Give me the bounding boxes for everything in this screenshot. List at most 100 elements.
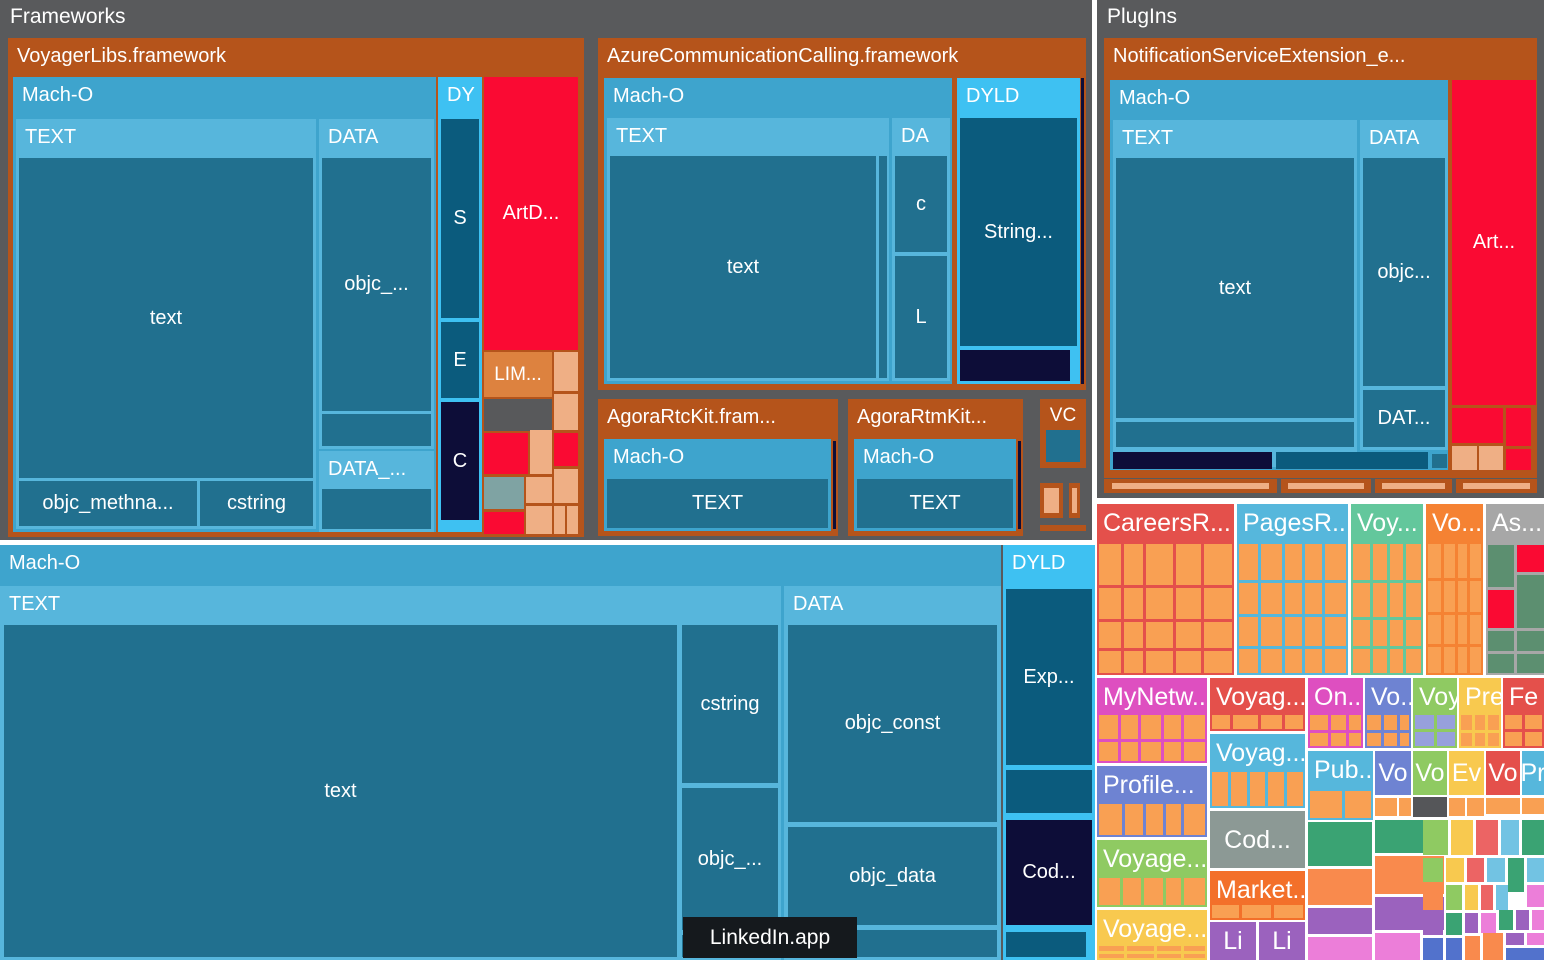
module-pre[interactable]: Pre <box>1459 678 1501 748</box>
module-voyag-blue-tile[interactable] <box>1230 772 1247 806</box>
module-li-2[interactable]: Li <box>1259 922 1305 960</box>
app-objc-data[interactable]: objc_data <box>788 827 997 925</box>
nse-art[interactable]: Art... <box>1452 80 1536 405</box>
cell[interactable] <box>1399 798 1411 816</box>
module-vo-2-tile[interactable] <box>1399 715 1409 731</box>
cell[interactable] <box>1423 885 1443 910</box>
voyagerlibs-text[interactable]: text <box>19 158 313 478</box>
cell[interactable] <box>1423 820 1448 855</box>
nse-dat[interactable]: DAT... <box>1363 390 1445 447</box>
module-mynetwork[interactable]: MyNetw... <box>1097 678 1207 763</box>
module-profile-tile[interactable] <box>1166 804 1182 835</box>
module-on-tile[interactable] <box>1331 733 1347 746</box>
cell[interactable] <box>1449 798 1465 816</box>
cell[interactable] <box>1527 933 1544 945</box>
cell[interactable] <box>1517 545 1544 572</box>
cell[interactable] <box>1488 631 1514 651</box>
module-on-tile[interactable] <box>1310 733 1328 746</box>
module-vo-1-tile[interactable] <box>1428 544 1442 578</box>
cell[interactable] <box>1517 631 1544 651</box>
module-fe-tile[interactable] <box>1505 732 1522 746</box>
cell[interactable] <box>1522 798 1544 814</box>
cell[interactable] <box>1308 908 1372 934</box>
cell[interactable] <box>1423 938 1443 960</box>
module-voyage-green-tile[interactable] <box>1099 878 1120 905</box>
module-voyage-yellow-tile[interactable] <box>1157 954 1181 958</box>
module-voy-2-tile[interactable] <box>1415 715 1434 729</box>
module-voyag-red-tile[interactable] <box>1212 715 1231 729</box>
cell[interactable] <box>1432 454 1447 468</box>
cell[interactable] <box>1488 654 1514 673</box>
module-pages-tile[interactable] <box>1305 544 1323 580</box>
cell[interactable] <box>1508 858 1524 892</box>
cell[interactable] <box>1527 885 1544 907</box>
module-voy-1-tile[interactable] <box>1353 544 1370 580</box>
module-pages-tile[interactable] <box>1284 583 1302 615</box>
cell[interactable] <box>1476 820 1498 855</box>
voyagerlibs-lim[interactable]: LIM... <box>484 352 552 397</box>
module-pages-tile[interactable] <box>1284 649 1302 673</box>
cell[interactable] <box>484 399 552 431</box>
module-voy-2[interactable]: Voy <box>1413 678 1457 748</box>
module-vo-2-tile[interactable] <box>1367 715 1382 731</box>
cell[interactable] <box>1501 820 1519 855</box>
cell[interactable] <box>1465 913 1478 933</box>
module-li-1[interactable]: Li <box>1210 922 1256 960</box>
module-careers-tile[interactable] <box>1204 651 1232 673</box>
module-on-tile[interactable] <box>1331 715 1347 731</box>
module-careers-tile[interactable] <box>1099 651 1121 673</box>
cell[interactable] <box>484 433 528 474</box>
module-pages-tile[interactable] <box>1305 649 1323 673</box>
module-vo-4[interactable]: Vo <box>1413 751 1447 795</box>
cell[interactable] <box>1046 430 1080 462</box>
cell[interactable] <box>1006 770 1092 813</box>
module-voyag-blue-tile[interactable] <box>1212 772 1228 806</box>
module-vo-1-tile[interactable] <box>1444 646 1455 673</box>
cell[interactable] <box>1506 408 1531 446</box>
cell[interactable] <box>1506 449 1531 470</box>
app-objc-const[interactable]: objc_const <box>788 625 997 822</box>
module-vo-1-tile[interactable] <box>1444 580 1455 612</box>
module-voy-1-tile[interactable] <box>1372 649 1387 673</box>
module-market-tile[interactable] <box>1242 905 1272 918</box>
cell[interactable] <box>1532 910 1544 930</box>
cell[interactable] <box>1308 822 1372 866</box>
voyagerlibs-objc-box[interactable]: objc_... <box>322 158 431 411</box>
module-mynetwork-tile[interactable] <box>1140 715 1162 739</box>
module-market-tile[interactable] <box>1212 905 1240 918</box>
module-pages[interactable]: PagesR... <box>1237 504 1348 675</box>
module-careers-tile[interactable] <box>1099 587 1121 619</box>
module-voy-2-tile[interactable] <box>1436 732 1455 746</box>
module-pages-tile[interactable] <box>1239 649 1258 673</box>
voyagerlibs-dy-e[interactable]: E <box>441 322 479 398</box>
cell[interactable] <box>1413 797 1447 817</box>
cell[interactable] <box>526 506 552 534</box>
module-pages-tile[interactable] <box>1284 544 1302 580</box>
module-pre-tile[interactable] <box>1488 715 1499 731</box>
cell[interactable] <box>530 430 552 474</box>
module-profile[interactable]: Profile... <box>1097 766 1207 837</box>
module-pr[interactable]: Pr <box>1522 751 1544 795</box>
module-voyage-green-tile[interactable] <box>1184 878 1205 905</box>
cell[interactable] <box>1479 446 1503 470</box>
module-careers-tile[interactable] <box>1123 587 1144 619</box>
cell[interactable] <box>1446 858 1464 882</box>
azure-l[interactable]: L <box>895 256 947 378</box>
module-vo-1-tile[interactable] <box>1470 580 1481 612</box>
module-careers-tile[interactable] <box>1175 587 1202 619</box>
module-mynetwork-tile[interactable] <box>1140 741 1162 761</box>
cell[interactable] <box>1308 937 1372 960</box>
voyagerlibs-objc-methname[interactable]: objc_methna... <box>19 481 197 526</box>
cell[interactable] <box>1465 885 1478 910</box>
module-pages-tile[interactable] <box>1284 617 1302 646</box>
module-voyag-red-tile[interactable] <box>1284 715 1303 729</box>
module-careers-tile[interactable] <box>1204 544 1232 585</box>
module-voyag-red-tile[interactable] <box>1233 715 1258 729</box>
cell[interactable] <box>554 352 578 391</box>
cell[interactable] <box>1527 858 1544 882</box>
azure-text[interactable]: text <box>610 156 876 378</box>
cell[interactable] <box>554 433 578 466</box>
cell[interactable] <box>1483 933 1503 960</box>
module-careers-tile[interactable] <box>1146 622 1173 649</box>
voyagerlibs-dy-c[interactable]: C <box>441 402 479 520</box>
